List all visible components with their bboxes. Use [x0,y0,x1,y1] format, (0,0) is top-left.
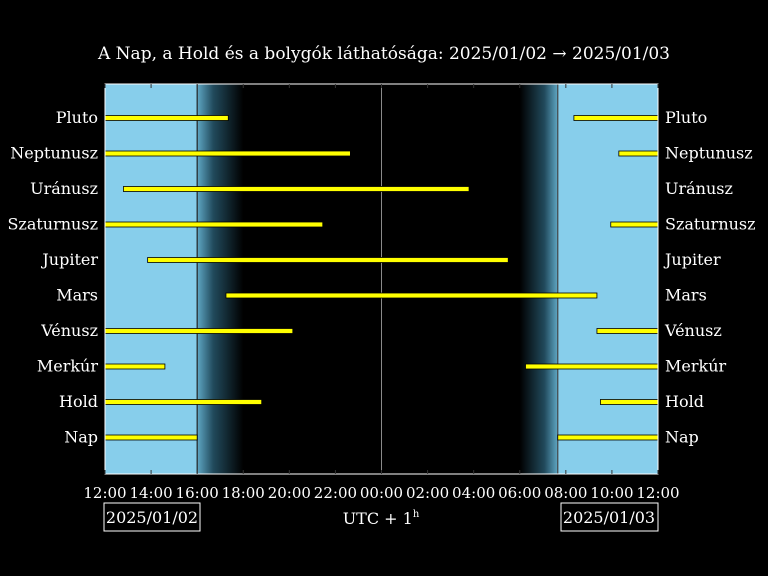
y-label-left-0: Pluto [56,108,98,127]
visibility-bar-jupiter-0 [147,257,509,263]
start-date-label: 2025/01/02 [106,508,198,527]
visibility-bar-hold-1 [599,399,659,405]
visibility-bars [104,115,659,441]
y-label-right-0: Pluto [665,108,707,127]
visibility-bar-pluto-0 [104,115,229,121]
visibility-bar-hold-0 [104,399,263,405]
y-label-right-2: Uránusz [665,179,733,198]
y-label-left-1: Neptunusz [10,144,98,163]
visibility-bar-pluto-1 [573,115,659,121]
y-label-right-3: Szaturnusz [665,215,756,234]
dusk-twilight [197,84,244,474]
x-tick-label-8: 04:00 [452,484,495,502]
y-label-right-4: Jupiter [663,250,721,269]
day-zone-left [105,84,198,474]
end-date-box [560,502,659,532]
y-label-left-6: Vénusz [40,321,98,340]
x-tick-label-7: 02:00 [406,484,449,502]
y-labels: Pluto Pluto Neptunusz Neptunusz Uránusz Uránu… [7,108,755,447]
x-tick-label-6: 00:00 [360,484,403,502]
y-label-right-7: Merkúr [665,357,727,376]
x-tick-label-10: 08:00 [544,484,587,502]
visibility-bar-vénusz-1 [596,328,659,334]
x-tick-label-4: 20:00 [268,484,311,502]
chart-title: A Nap, a Hold és a bolygók láthatósága: … [97,44,670,64]
y-label-left-2: Uránusz [30,179,98,198]
visibility-bar-merkúr-1 [525,363,659,370]
y-label-right-9: Nap [665,428,699,447]
x-tick-label-9: 06:00 [498,484,541,502]
y-label-right-5: Mars [665,286,707,305]
y-label-right-8: Hold [665,392,704,411]
visibility-bar-vénusz-0 [104,328,294,334]
visibility-bar-nap-0 [104,434,198,441]
y-label-left-8: Hold [59,392,98,411]
day-zone-right [557,84,658,474]
visibility-bar-mars-0 [225,292,598,299]
y-label-left-3: Szaturnusz [7,215,98,234]
visibility-bar-szaturnusz-0 [104,221,324,228]
end-date-label: 2025/01/03 [563,508,655,527]
y-label-right-1: Neptunusz [665,144,753,163]
x-tick-label-0: 12:00 [83,484,126,502]
visibility-bar-neptunusz-1 [618,150,659,157]
visibility-bar-neptunusz-0 [104,150,351,157]
x-axis-label-sup: h [413,509,420,520]
dawn-twilight [519,84,558,474]
visibility-bar-uránusz-0 [123,186,470,192]
start-date-box [103,502,201,532]
x-tick-labels: 12:00 14:00 16:00 18:00 20:00 22:00 00:00 02:00… [83,484,679,502]
x-tick-label-3: 18:00 [222,484,265,502]
x-tick-label-12: 12:00 [636,484,679,502]
visibility-bar-szaturnusz-1 [610,221,659,228]
y-label-left-5: Mars [56,286,98,305]
x-tick-label-11: 10:00 [590,484,633,502]
x-axis-label: UTC + 1h [343,509,420,528]
x-axis-label-main: UTC + 1 [343,509,413,528]
y-label-left-9: Nap [64,428,98,447]
visibility-bar-merkúr-0 [104,363,166,370]
x-tick-label-5: 22:00 [314,484,357,502]
plot-frame [104,83,659,475]
x-tick-label-2: 16:00 [176,484,219,502]
y-label-left-4: Jupiter [40,250,98,269]
visibility-bar-nap-1 [557,434,659,441]
y-label-right-6: Vénusz [664,321,722,340]
x-tick-label-1: 14:00 [129,484,172,502]
plot-area [105,84,658,474]
y-label-left-7: Merkúr [37,357,99,376]
